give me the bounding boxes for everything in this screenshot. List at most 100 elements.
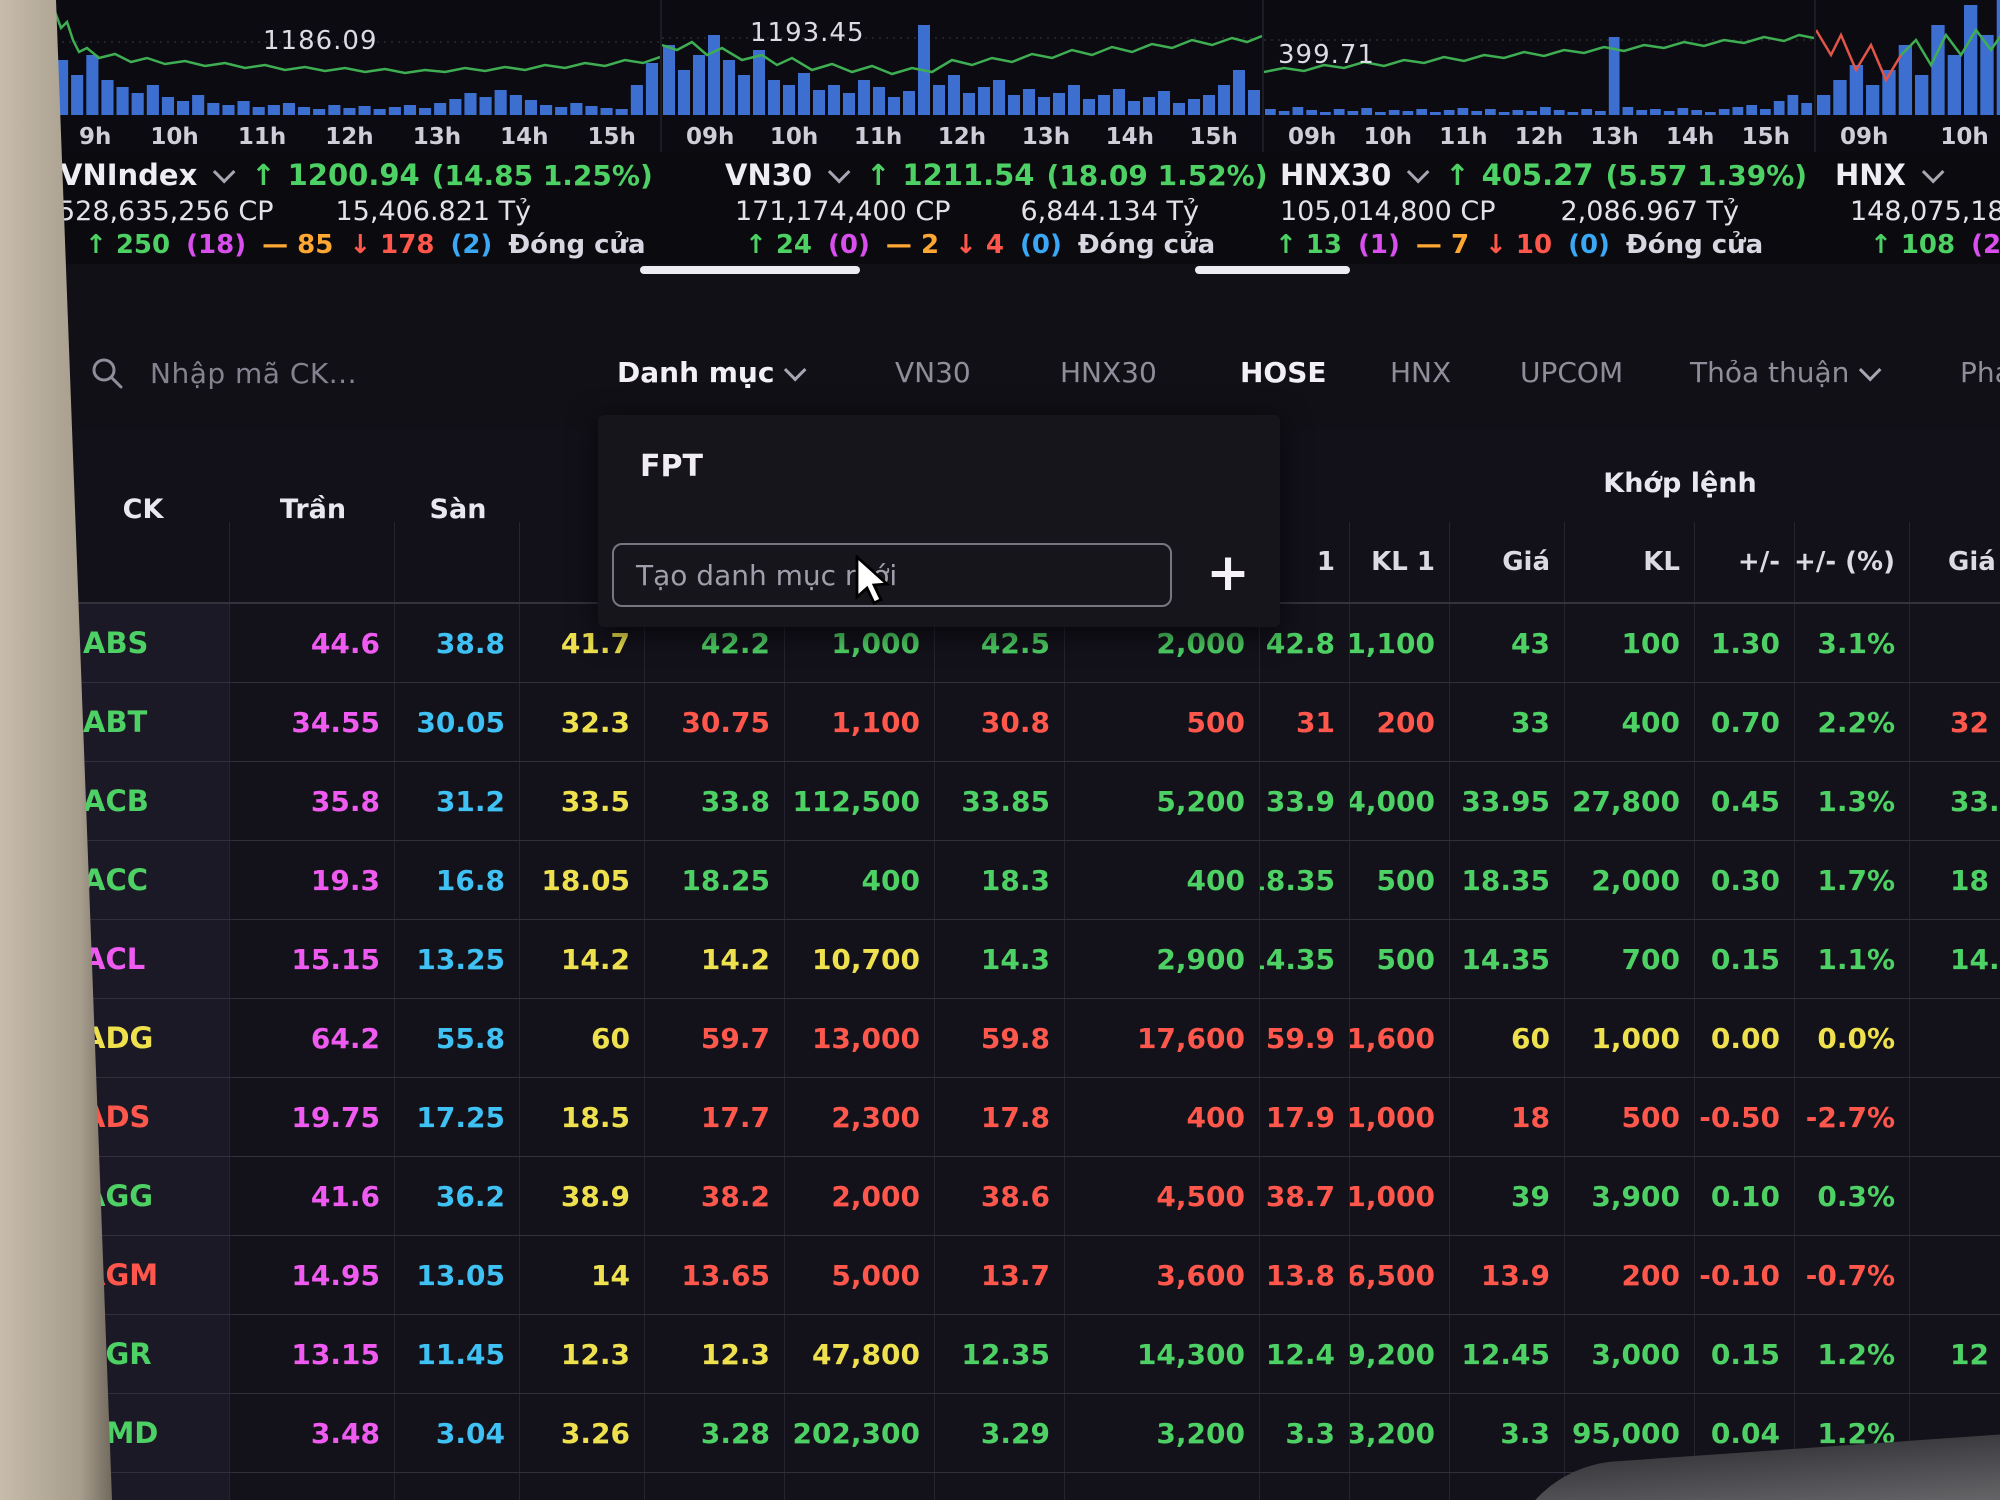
price-cell[interactable]: 1,000 (1565, 999, 1695, 1077)
price-cell[interactable]: 17.7 (645, 1078, 785, 1156)
price-cell[interactable]: 31 (1260, 683, 1350, 761)
price-cell[interactable]: 33,200 (1350, 1394, 1450, 1472)
price-cell[interactable]: 0.45 (1695, 762, 1795, 840)
ticker-cell[interactable]: ABS (55, 604, 230, 682)
price-cell[interactable]: -0.7% (1795, 1236, 1910, 1314)
price-cell[interactable]: 17.9 (1260, 1078, 1350, 1156)
price-cell[interactable]: 2,000 (1065, 1473, 1260, 1500)
table-row[interactable]: ACB 35.8 31.2 33.5 33.8 112,500 33.85 5,200 33.9… (55, 762, 2000, 841)
price-cell[interactable]: 23.25 (935, 1473, 1065, 1500)
price-cell[interactable]: 33.8 (645, 762, 785, 840)
price-cell[interactable]: 1.2% (1795, 1315, 1910, 1393)
price-cell[interactable]: 17.25 (395, 1078, 520, 1156)
price-cell[interactable]: 13.25 (395, 920, 520, 998)
price-cell[interactable]: 0.15 (1695, 1315, 1795, 1393)
ticker-cell[interactable]: ABT (55, 683, 230, 761)
price-cell[interactable]: 59,200 (1350, 1315, 1450, 1393)
price-cell[interactable]: 14 (520, 1236, 645, 1314)
price-cell[interactable]: 5,200 (1065, 762, 1260, 840)
price-cell[interactable]: 12.35 (935, 1315, 1065, 1393)
price-cell[interactable]: 1,000 (1350, 1078, 1450, 1156)
price-cell[interactable]: 95,000 (1565, 1394, 1695, 1472)
tab-upcom[interactable]: UPCOM (1520, 356, 1624, 389)
price-cell[interactable]: 18.35 (1260, 841, 1350, 919)
price-cell[interactable]: 41.7 (520, 604, 645, 682)
price-cell[interactable]: 41.6 (230, 1157, 395, 1235)
vnindex-chart-panel[interactable]: 1186.09 9h 10h 11h 12h 13h 14h 15h (55, 0, 662, 152)
price-cell[interactable]: 59.8 (935, 999, 1065, 1077)
table-row[interactable]: ABT 34.55 30.05 32.3 30.75 1,100 30.8 500 31 200 3… (55, 683, 2000, 762)
vnindex-name[interactable]: VNIndex (60, 158, 198, 192)
table-row[interactable]: AGG 41.6 36.2 38.9 38.2 2,000 38.6 4,500 38.7 1,0… (55, 1157, 2000, 1236)
price-cell[interactable]: 19.3 (230, 841, 395, 919)
price-cell[interactable]: 30.05 (395, 683, 520, 761)
price-cell[interactable]: 12.3 (520, 1315, 645, 1393)
tab-thỏa-thuận[interactable]: Thỏa thuận (1690, 356, 1882, 389)
price-cell[interactable]: 3.29 (935, 1394, 1065, 1472)
price-cell[interactable]: 14.35 (1450, 920, 1565, 998)
tab-danh-mục[interactable]: Danh mục (617, 356, 807, 389)
price-cell[interactable]: 38.7 (1260, 1157, 1350, 1235)
price-cell[interactable]: 18.05 (520, 841, 645, 919)
price-cell[interactable]: 33.9 (1260, 762, 1350, 840)
price-cell[interactable]: 100 (1565, 604, 1695, 682)
price-cell[interactable]: 0.10 (1695, 1157, 1795, 1235)
price-cell[interactable]: 15.15 (230, 920, 395, 998)
price-cell[interactable]: 2,900 (1065, 920, 1260, 998)
tab-hose[interactable]: HOSE (1240, 356, 1327, 389)
price-cell[interactable]: 33.85 (935, 762, 1065, 840)
price-cell[interactable]: 59.7 (645, 999, 785, 1077)
price-cell[interactable]: 0.15 (1695, 920, 1795, 998)
price-cell[interactable]: 23.3 (1260, 1473, 1350, 1500)
price-cell[interactable]: 3.04 (395, 1394, 520, 1472)
tab-hnx[interactable]: HNX (1390, 356, 1452, 389)
price-cell[interactable]: 700 (1565, 920, 1695, 998)
price-cell[interactable]: 4,500 (1065, 1157, 1260, 1235)
price-cell[interactable]: 5,000 (785, 1236, 935, 1314)
price-cell[interactable]: 3.48 (230, 1394, 395, 1472)
price-cell[interactable]: 36.2 (395, 1157, 520, 1235)
price-cell[interactable]: 13.8 (1260, 1236, 1350, 1314)
chevron-down-icon[interactable] (1921, 160, 1945, 184)
table-row[interactable]: ADG64.255.86059.713,00059.817,60059.911,… (55, 999, 2000, 1078)
price-cell[interactable]: 33 (1450, 683, 1565, 761)
price-cell[interactable]: 55.8 (395, 999, 520, 1077)
price-cell[interactable]: 18.35 (1450, 841, 1565, 919)
price-cell[interactable]: 47,800 (785, 1315, 935, 1393)
price-cell[interactable]: 200 (1350, 683, 1450, 761)
price-cell[interactable]: 30.75 (645, 683, 785, 761)
price-cell[interactable]: 13.9 (1450, 1236, 1565, 1314)
price-cell[interactable]: 17,600 (1065, 999, 1260, 1077)
stock-search[interactable]: Nhập mã CK... (90, 356, 357, 390)
chevron-down-icon[interactable] (1407, 160, 1430, 184)
chevron-down-icon[interactable] (213, 160, 236, 184)
add-watchlist-button[interactable]: + (1206, 543, 1250, 603)
price-cell[interactable]: 2,900 (1350, 1473, 1450, 1500)
price-cell[interactable]: 6,500 (1350, 1236, 1450, 1314)
price-cell[interactable]: 3,200 (1065, 1394, 1260, 1472)
table-row[interactable]: ADS 19.75 17.25 18.5 17.7 2,300 17.8 400 17.9 1,0… (55, 1078, 2000, 1157)
price-cell[interactable]: 112,500 (785, 762, 935, 840)
price-cell[interactable]: 2,300 (785, 1078, 935, 1156)
price-cell[interactable]: 1,100 (1350, 604, 1450, 682)
price-cell[interactable]: 14.2 (520, 920, 645, 998)
price-cell[interactable]: 500 (1565, 1078, 1695, 1156)
price-cell[interactable]: 124,000 (1350, 762, 1450, 840)
table-row[interactable]: ACC19.316.818.0518.2540018.340018.355001… (55, 841, 2000, 920)
price-cell[interactable]: 2,000 (1565, 841, 1695, 919)
price-cell[interactable]: 400 (1565, 683, 1695, 761)
price-cell[interactable]: 1.3% (1795, 762, 1910, 840)
price-cell[interactable]: 14.2 (645, 920, 785, 998)
table-row[interactable]: AGR 13.15 11.45 12.3 12.3 47,800 12.35 14,300 12… (55, 1315, 2000, 1394)
price-cell[interactable]: 3,900 (1565, 1157, 1695, 1235)
price-cell[interactable]: 400 (1065, 1078, 1260, 1156)
price-cell[interactable]: 43 (1450, 604, 1565, 682)
price-cell[interactable]: 16.8 (395, 841, 520, 919)
price-cell[interactable]: 34.55 (230, 683, 395, 761)
price-cell[interactable]: 64.2 (230, 999, 395, 1077)
price-cell[interactable]: 23.3 (645, 1473, 785, 1500)
price-cell[interactable]: 35.8 (230, 762, 395, 840)
price-cell[interactable]: 1,100 (785, 683, 935, 761)
price-cell[interactable]: 33.5 (520, 762, 645, 840)
